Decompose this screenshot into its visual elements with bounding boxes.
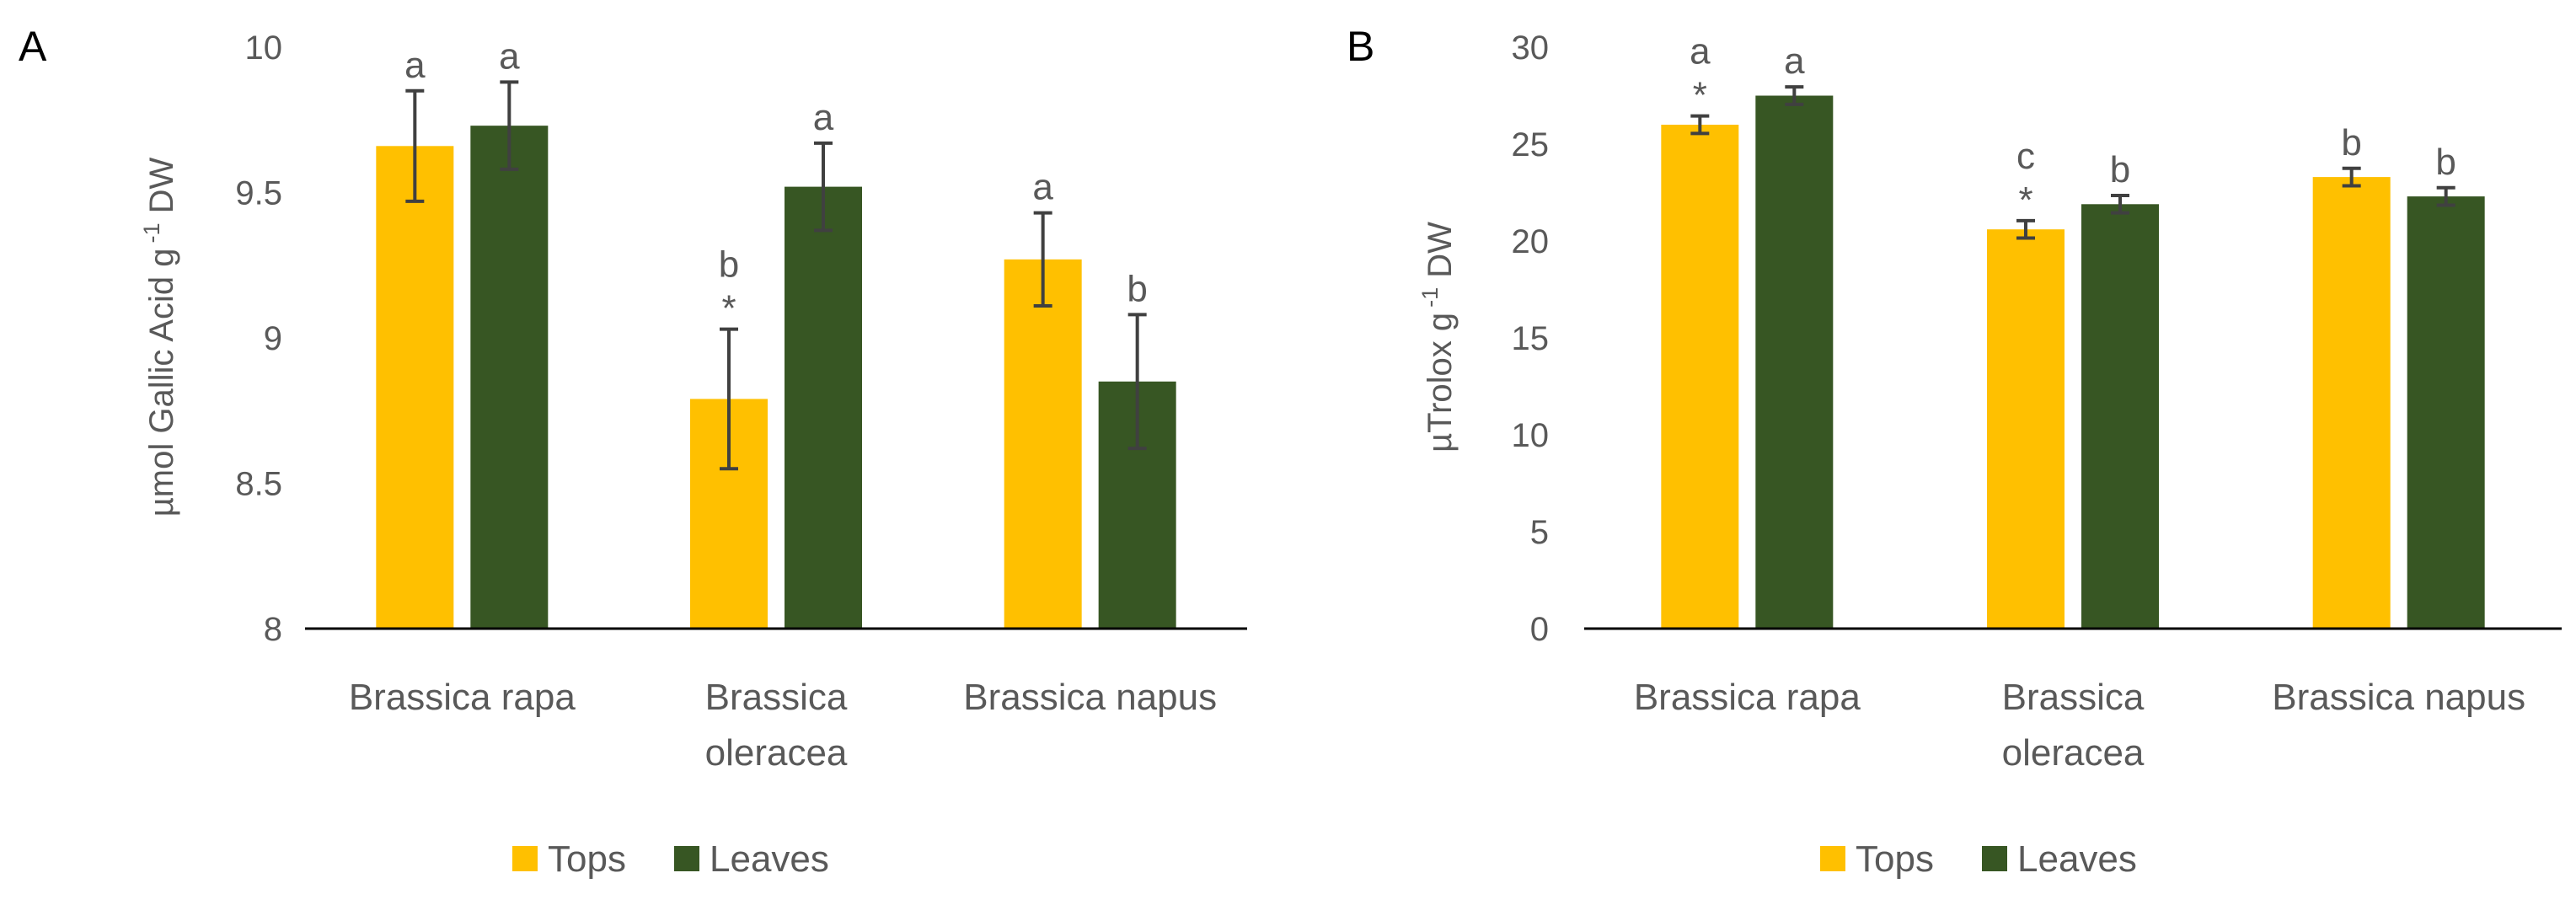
- legend-label-leaves: Leaves: [710, 838, 829, 880]
- y-tick-label: 0: [1530, 611, 1549, 648]
- chart-panel-a: A 8 8.5 9 9.5 10 µmol Gallic Acid g-1 DW a a Bras…: [19, 23, 1247, 880]
- y-tick-label: 25: [1512, 126, 1550, 163]
- significance-letter: b: [2435, 142, 2456, 183]
- y-tick-label: 15: [1512, 320, 1550, 357]
- y-tick-label: 9: [264, 320, 282, 357]
- legend-swatch-tops: [512, 846, 538, 871]
- legend-swatch-leaves: [1982, 846, 2007, 871]
- y-tick-label: 8: [264, 611, 282, 648]
- significance-letter: a: [1784, 40, 1805, 82]
- significance-letter: b: [719, 244, 739, 286]
- bar-leaves: [470, 126, 549, 629]
- significance-letter: b: [1127, 268, 1147, 309]
- x-category-label: Brassica napus: [2272, 677, 2525, 718]
- significance-letter: a: [499, 35, 520, 77]
- bar-leaves: [785, 186, 862, 629]
- x-category-label: Brassica napus: [963, 677, 1217, 718]
- bar-leaves: [1755, 95, 1834, 629]
- x-category-label: Brassica rapa: [349, 677, 576, 718]
- significance-letter: a: [404, 45, 426, 86]
- bar-leaves: [2407, 196, 2485, 629]
- significance-star: *: [2018, 179, 2032, 221]
- panel-label: A: [19, 23, 47, 70]
- legend-swatch-tops: [1820, 846, 1845, 871]
- y-tick-label: 10: [1512, 417, 1550, 454]
- y-tick-label: 20: [1512, 223, 1550, 260]
- y-axis-label: µmol Gallic Acid g-1 DW: [139, 158, 180, 517]
- x-category-label: oleracea: [705, 732, 848, 774]
- y-tick-label: 9.5: [235, 175, 282, 212]
- y-tick-label: 10: [245, 29, 283, 67]
- x-category-label: Brassica: [705, 677, 848, 718]
- bar-tops: [2312, 177, 2391, 629]
- bar-tops: [376, 146, 454, 629]
- y-tick-label: 5: [1530, 514, 1549, 551]
- bar-leaves: [2081, 204, 2159, 629]
- significance-letter: b: [2341, 122, 2361, 163]
- x-category-label: oleracea: [2002, 732, 2145, 774]
- legend-label-tops: Tops: [1856, 838, 1934, 880]
- legend-label-leaves: Leaves: [2017, 838, 2137, 880]
- bar-tops: [1004, 259, 1082, 629]
- significance-letter: b: [2110, 149, 2130, 190]
- y-tick-label: 8.5: [235, 466, 282, 503]
- x-category-label: Brassica rapa: [1634, 677, 1861, 718]
- x-category-label: Brassica: [2002, 677, 2145, 718]
- significance-letter: a: [1032, 167, 1053, 208]
- panel-label: B: [1347, 23, 1374, 70]
- bar-tops: [1987, 229, 2065, 629]
- y-axis-label: µTrolox g-1 DW: [1417, 222, 1459, 452]
- significance-letter: a: [813, 97, 834, 138]
- significance-star: *: [1693, 75, 1707, 116]
- significance-letter: c: [2016, 136, 2035, 177]
- legend-swatch-leaves: [674, 846, 699, 871]
- legend-label-tops: Tops: [548, 838, 626, 880]
- significance-letter: a: [1690, 31, 1711, 72]
- bar-tops: [1661, 125, 1739, 629]
- y-tick-label: 30: [1512, 29, 1550, 67]
- significance-star: *: [721, 288, 736, 329]
